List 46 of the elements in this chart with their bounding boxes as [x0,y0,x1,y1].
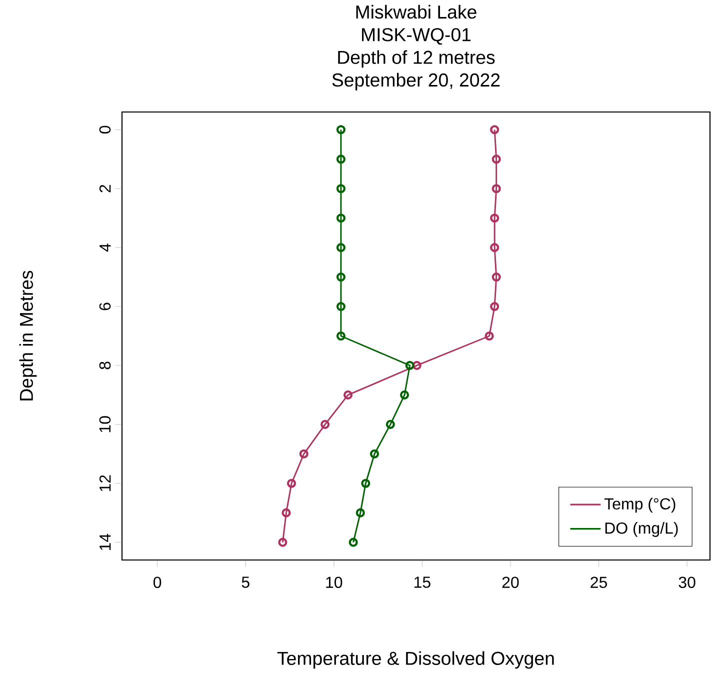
x-tick-label: 0 [154,576,162,588]
point [405,360,414,370]
point [282,508,291,518]
point [286,478,296,488]
point [336,331,346,341]
y-tick-label: 4 [100,244,111,252]
x-tick-label: 30 [678,576,696,588]
point [336,214,346,223]
point [412,360,422,370]
y-tick-label: 6 [99,302,111,310]
x-tick-label: 15 [414,576,430,588]
point [490,302,500,312]
y-tick-label: 12 [99,475,111,492]
point [492,154,501,164]
point [400,390,410,400]
point [490,214,500,223]
x-tick-label: 5 [242,576,250,588]
x-tick-label: 20 [502,576,519,588]
point [386,420,395,429]
point [336,154,346,164]
x-axis-title: Temperature & Dissolved Oxygen [277,651,554,669]
point [336,243,346,252]
x-tick-label: 10 [326,576,342,588]
y-tick-label: 0 [99,126,111,134]
point [356,508,365,518]
point [343,390,353,400]
y-axis-title: Depth in Metres [19,270,37,400]
chart-title: Miskwabi Lake MISK-WQ-01 Depth of 12 metres September 20, 2022 [332,4,500,90]
point [336,184,346,194]
point [336,272,346,282]
point [492,184,501,194]
legend-label: DO (mg/L) [605,522,678,537]
y-tick-label: 2 [99,184,111,192]
point [370,449,380,458]
legend-label: Temp (°C) [604,498,676,513]
point [336,302,346,312]
point [490,243,500,252]
y-tick-label: 8 [99,362,111,370]
point [492,272,501,282]
point [320,420,330,429]
y-tick-label: 14 [100,534,111,550]
point [299,449,308,458]
point [484,331,494,341]
point [361,478,370,488]
y-tick-label: 10 [99,416,111,432]
x-tick-label: 25 [590,576,607,588]
